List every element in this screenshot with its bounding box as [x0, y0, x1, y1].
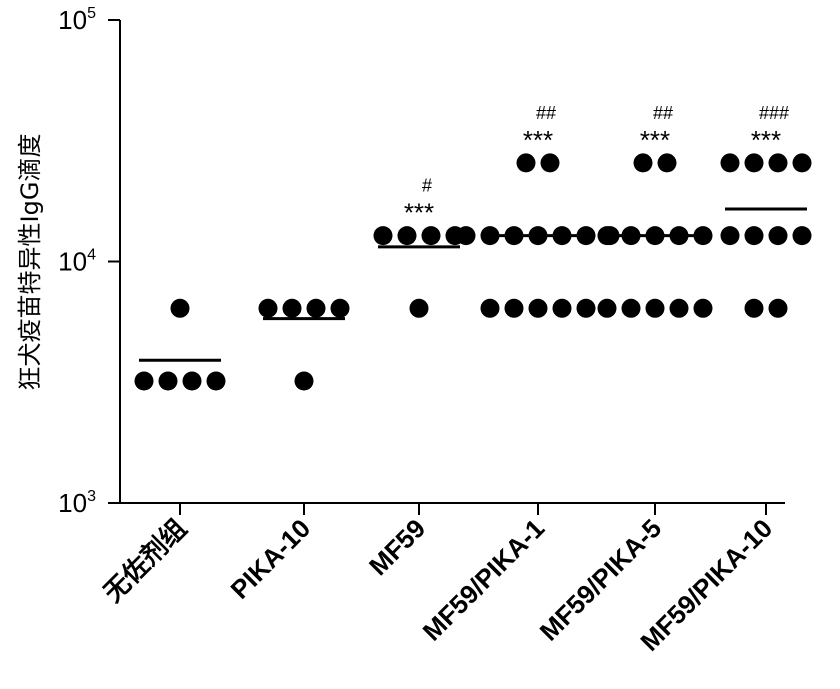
data-point-g5-v12800-2 [768, 226, 788, 246]
significance-annotations: ***#***##***##***### [404, 103, 789, 228]
data-point-g4-v12800-3 [669, 226, 689, 246]
data-point-g5-v6400-1 [768, 298, 788, 318]
data-point-g4-v6400-2 [645, 298, 665, 318]
data-point-g2-v6400-0 [409, 298, 429, 318]
y-axis-label: 狂犬疫苗特异性IgG滴度 [16, 134, 44, 391]
data-point-g4-v25600-0 [633, 153, 653, 173]
data-point-g1-v6400-0 [258, 298, 278, 318]
axes [119, 20, 785, 504]
data-point-g0-v6400-0 [170, 298, 190, 318]
data-point-g3-v12800-1 [480, 226, 500, 246]
data-point-g4-v12800-2 [645, 226, 665, 246]
significance-hash-4: ## [653, 103, 673, 123]
x-tick-label-0: 无佐剂组 [97, 513, 192, 608]
data-point-g0-v3200-0 [134, 371, 154, 391]
data-point-g4-v25600-1 [657, 153, 677, 173]
y-tick-label-2: 105 [58, 5, 96, 35]
data-point-g0-v3200-3 [206, 371, 226, 391]
data-point-g3-v12800-5 [576, 226, 596, 246]
significance-stars-2: *** [404, 198, 434, 228]
significance-stars-5: *** [751, 125, 781, 155]
data-point-g5-v6400-0 [744, 298, 764, 318]
data-point-g3-v12800-4 [552, 226, 572, 246]
data-point-g3-v6400-4 [576, 298, 596, 318]
significance-stars-3: *** [523, 125, 553, 155]
data-point-g4-v6400-3 [669, 298, 689, 318]
data-point-g3-v6400-3 [552, 298, 572, 318]
data-point-g1-v6400-2 [306, 298, 326, 318]
data-point-g5-v12800-1 [744, 226, 764, 246]
data-point-g3-v25600-0 [516, 153, 536, 173]
data-point-g3-v12800-2 [504, 226, 524, 246]
x-tick-label-3: MF59/PIKA-1 [417, 513, 551, 647]
significance-hash-5: ### [759, 103, 789, 123]
y-tick-label-1: 104 [58, 247, 96, 277]
data-point-g2-v12800-0 [373, 226, 393, 246]
data-point-g3-v25600-1 [540, 153, 560, 173]
data-point-g4-v6400-4 [693, 298, 713, 318]
y-ticks: 103 104 105 [58, 5, 120, 518]
data-points [134, 153, 812, 391]
data-point-g3-v6400-2 [528, 298, 548, 318]
data-point-g4-v12800-4 [693, 226, 713, 246]
data-point-g3-v6400-1 [504, 298, 524, 318]
data-point-g3-v12800-3 [528, 226, 548, 246]
data-point-g5-v12800-3 [792, 226, 812, 246]
data-point-g1-v3200-0 [294, 371, 314, 391]
data-point-g2-v12800-2 [421, 226, 441, 246]
data-point-g2-v12800-1 [397, 226, 417, 246]
data-point-g4-v6400-0 [597, 298, 617, 318]
data-point-g5-v25600-3 [792, 153, 812, 173]
x-tick-label-2: MF59 [363, 513, 431, 581]
data-point-g5-v25600-2 [768, 153, 788, 173]
significance-stars-4: *** [640, 125, 670, 155]
data-point-g1-v6400-3 [330, 298, 350, 318]
data-point-g5-v12800-0 [720, 226, 740, 246]
data-point-g0-v3200-1 [158, 371, 178, 391]
data-point-g4-v12800-1 [621, 226, 641, 246]
data-point-g3-v12800-0 [456, 226, 476, 246]
data-point-g1-v6400-1 [282, 298, 302, 318]
x-ticks: 无佐剂组 PIKA-10 MF59MF59/PIKA-1MF59/PIKA-5MF5… [97, 503, 778, 657]
data-point-g4-v12800-0 [597, 226, 617, 246]
data-point-g5-v25600-0 [720, 153, 740, 173]
data-point-g5-v25600-1 [744, 153, 764, 173]
data-point-g0-v3200-2 [182, 371, 202, 391]
significance-hash-2: # [422, 176, 432, 196]
x-tick-label-1: PIKA-10 [225, 513, 317, 605]
data-point-g4-v6400-1 [621, 298, 641, 318]
y-tick-label-0: 103 [58, 488, 96, 518]
data-point-g3-v6400-0 [480, 298, 500, 318]
significance-hash-3: ## [536, 103, 556, 123]
